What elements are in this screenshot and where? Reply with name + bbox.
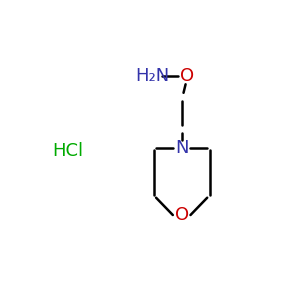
Text: H₂N: H₂N xyxy=(136,68,170,85)
Text: O: O xyxy=(175,206,189,224)
Text: O: O xyxy=(180,68,194,85)
Text: N: N xyxy=(175,139,188,157)
Text: HCl: HCl xyxy=(52,142,83,160)
